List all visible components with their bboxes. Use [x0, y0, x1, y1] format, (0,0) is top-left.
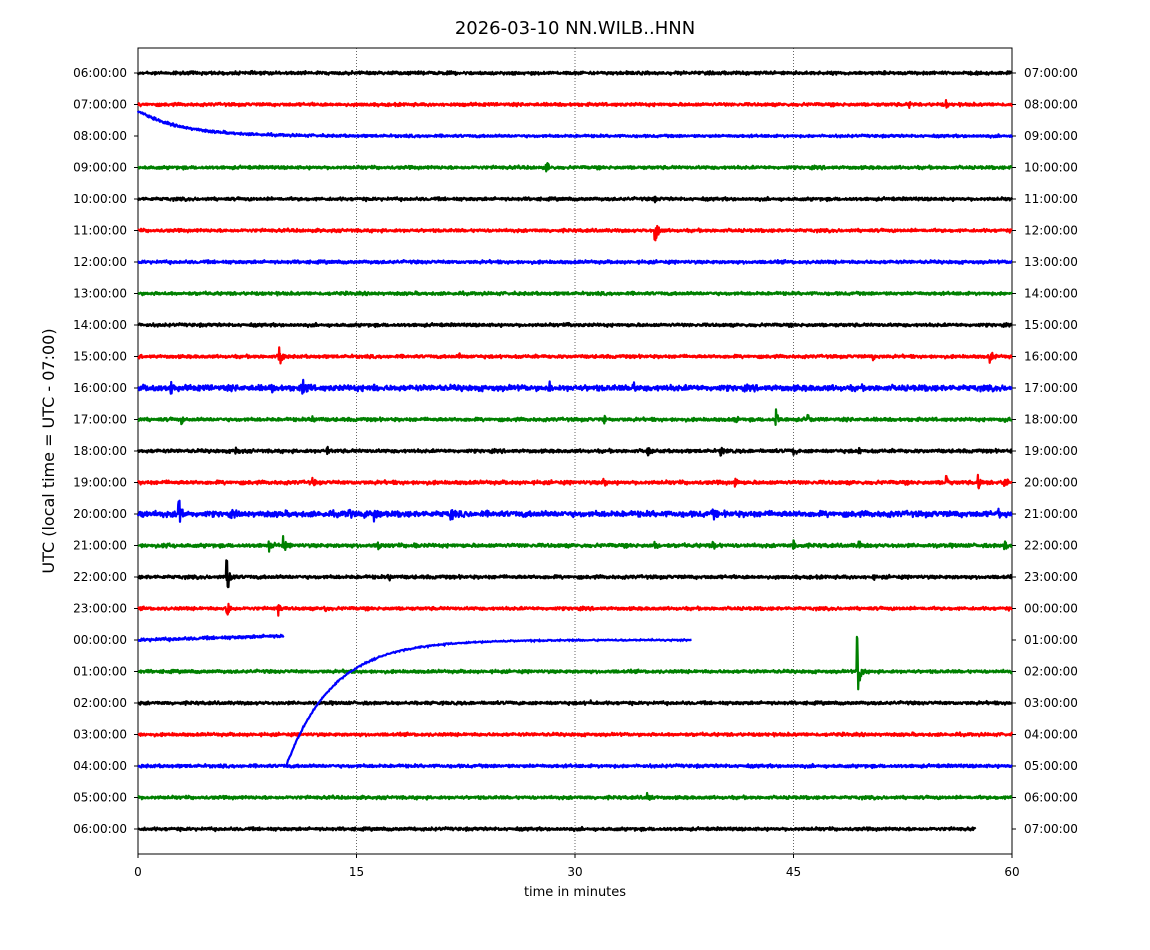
- y-tick-label-left: 00:00:00: [73, 633, 127, 647]
- y-tick-label-left: 01:00:00: [73, 665, 127, 679]
- seismic-trace: [136, 408, 1013, 426]
- trace-layer: [136, 69, 1014, 833]
- y-tick-label-left: 18:00:00: [73, 444, 127, 458]
- y-tick-label-right: 21:00:00: [1024, 507, 1078, 521]
- y-tick-label-left: 13:00:00: [73, 287, 127, 301]
- x-tick-label: 30: [567, 865, 582, 879]
- x-axis-label: time in minutes: [524, 885, 626, 900]
- seismic-trace: [136, 258, 1013, 266]
- y-tick-label-right: 13:00:00: [1024, 255, 1078, 269]
- y-tick-label-right: 19:00:00: [1024, 444, 1078, 458]
- x-tick-label: 0: [134, 865, 142, 879]
- seismic-trace: [137, 224, 1013, 242]
- seismic-trace: [136, 473, 1014, 490]
- y-tick-label-right: 11:00:00: [1024, 192, 1078, 206]
- y-tick-label-left: 04:00:00: [73, 759, 127, 773]
- y-tick-label-left: 09:00:00: [73, 161, 127, 175]
- seismic-trace: [136, 346, 1013, 365]
- y-tick-label-right: 16:00:00: [1024, 350, 1078, 364]
- seismic-trace: [137, 559, 1014, 589]
- y-tick-label-left: 19:00:00: [73, 476, 127, 490]
- y-tick-label-left: 06:00:00: [73, 822, 127, 836]
- y-tick-label-left: 03:00:00: [73, 728, 127, 742]
- y-tick-label-left: 17:00:00: [73, 413, 127, 427]
- seismic-trace: [137, 290, 1014, 297]
- y-tick-label-left: 08:00:00: [73, 129, 127, 143]
- chart-title: 2026-03-10 NN.WILB..HNN: [455, 18, 695, 39]
- y-tick-label-right: 00:00:00: [1024, 602, 1078, 616]
- seismic-trace: [136, 499, 1013, 523]
- seismic-trace: [137, 378, 1013, 395]
- y-tick-label-right: 06:00:00: [1024, 791, 1078, 805]
- y-tick-label-right: 03:00:00: [1024, 696, 1078, 710]
- seismic-trace: [136, 602, 1014, 617]
- y-tick-label-left: 21:00:00: [73, 539, 127, 553]
- y-tick-label-right: 04:00:00: [1024, 728, 1078, 742]
- tick-layer: 06:00:00 07:00:00 08:00:00 09:00:00 10:00:00…: [73, 66, 1078, 879]
- seismic-trace: [137, 535, 1014, 553]
- y-tick-label-right: 23:00:00: [1024, 570, 1078, 584]
- seismic-trace: [136, 445, 1013, 457]
- y-tick-label-right: 12:00:00: [1024, 224, 1078, 238]
- y-tick-label-right: 10:00:00: [1024, 161, 1078, 175]
- seismic-trace: [137, 731, 1014, 738]
- seismic-trace: [136, 99, 1014, 109]
- y-tick-label-right: 05:00:00: [1024, 759, 1078, 773]
- y-tick-label-left: 14:00:00: [73, 318, 127, 332]
- y-tick-label-right: 15:00:00: [1024, 318, 1078, 332]
- y-tick-label-left: 23:00:00: [73, 602, 127, 616]
- y-tick-label-left: 06:00:00: [73, 66, 127, 80]
- seismic-trace: [136, 69, 1013, 76]
- y-tick-label-right: 07:00:00: [1024, 66, 1078, 80]
- y-axis-label: UTC (local time = UTC - 07:00): [39, 328, 58, 573]
- seismic-trace: [136, 110, 1014, 139]
- y-tick-label-right: 14:00:00: [1024, 287, 1078, 301]
- seismic-trace: [137, 699, 1013, 707]
- y-tick-label-left: 22:00:00: [73, 570, 127, 584]
- y-tick-label-left: 10:00:00: [73, 192, 127, 206]
- x-tick-label: 45: [786, 865, 801, 879]
- y-tick-label-left: 20:00:00: [73, 507, 127, 521]
- y-tick-label-left: 15:00:00: [73, 350, 127, 364]
- y-tick-label-left: 05:00:00: [73, 791, 127, 805]
- x-tick-label: 60: [1004, 865, 1019, 879]
- y-tick-label-right: 09:00:00: [1024, 129, 1078, 143]
- recovery-curve: [285, 637, 692, 766]
- y-tick-label-left: 12:00:00: [73, 255, 127, 269]
- seismic-trace: [136, 195, 1013, 204]
- seismic-trace: [137, 825, 977, 833]
- y-tick-label-right: 07:00:00: [1024, 822, 1078, 836]
- seismic-trace: [136, 321, 1013, 329]
- y-tick-label-right: 02:00:00: [1024, 665, 1078, 679]
- x-tick-label: 15: [349, 865, 364, 879]
- seismic-trace: [137, 162, 1013, 173]
- y-tick-label-left: 02:00:00: [73, 696, 127, 710]
- y-tick-label-left: 11:00:00: [73, 224, 127, 238]
- seismic-trace: [137, 791, 1013, 801]
- y-tick-label-right: 18:00:00: [1024, 413, 1078, 427]
- y-tick-label-right: 22:00:00: [1024, 539, 1078, 553]
- y-tick-label-right: 01:00:00: [1024, 633, 1078, 647]
- y-tick-label-left: 07:00:00: [73, 98, 127, 112]
- seismic-trace: [137, 633, 285, 643]
- y-tick-label-right: 17:00:00: [1024, 381, 1078, 395]
- seismic-trace: [136, 635, 1013, 691]
- y-tick-label-left: 16:00:00: [73, 381, 127, 395]
- y-tick-label-right: 08:00:00: [1024, 98, 1078, 112]
- y-tick-label-right: 20:00:00: [1024, 476, 1078, 490]
- seismic-trace: [136, 762, 1013, 770]
